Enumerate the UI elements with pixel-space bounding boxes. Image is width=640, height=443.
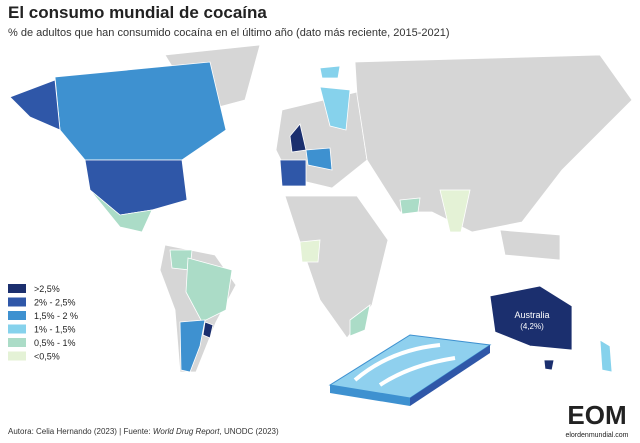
svalbard — [319, 65, 341, 79]
india — [439, 189, 471, 233]
annotation-label: Australia — [514, 310, 549, 320]
legend-swatch — [8, 324, 26, 334]
france-germany — [305, 147, 333, 171]
canada — [54, 61, 227, 161]
legend-label: 2% - 2,5% — [34, 298, 76, 308]
line-1 — [353, 343, 441, 382]
subtitle: % de adultos que han consumido cocaína e… — [8, 27, 450, 39]
legend-label: 1% - 1,5% — [34, 325, 76, 335]
legend-swatch — [8, 338, 26, 347]
west-africa — [299, 239, 321, 263]
legend-swatch — [8, 284, 26, 293]
new-zealand — [599, 339, 613, 373]
footer-source: World Drug Report — [153, 427, 220, 436]
logo: EOM — [567, 400, 626, 430]
line-2 — [378, 356, 456, 387]
legend-label: <0,5% — [34, 352, 60, 362]
spain — [279, 159, 307, 187]
legend-label: 0,5% - 1% — [34, 338, 76, 348]
footer-author: Autora: Celia Hernando (2023) | Fuente: — [8, 427, 153, 436]
asia — [354, 54, 633, 233]
legend-swatch — [8, 351, 26, 361]
footer-suffix: , UNODC (2023) — [220, 427, 279, 436]
footer: Autora: Celia Hernando (2023) | Fuente: … — [8, 427, 279, 436]
alaska — [9, 79, 61, 131]
annotation-value: (4,2%) — [520, 322, 544, 331]
legend: >2,5% 2% - 2,5% 1,5% - 2 % 1% - 1,5% 0,5% - … — [8, 284, 78, 362]
usa — [84, 159, 188, 216]
tasmania — [543, 359, 555, 371]
south-africa — [349, 304, 371, 337]
logo-url: elordenmundial.com — [565, 432, 628, 439]
australia — [489, 285, 573, 351]
tile-side2 — [410, 345, 490, 406]
legend-label: >2,5% — [34, 284, 60, 294]
title: El consumo mundial de cocaína — [8, 3, 267, 22]
iran — [399, 197, 421, 215]
legend-swatch — [8, 311, 26, 320]
brazil — [185, 257, 233, 323]
argentina — [179, 319, 206, 373]
legend-swatch — [8, 297, 26, 307]
uruguay — [202, 321, 214, 339]
africa — [284, 195, 389, 339]
illustration — [328, 334, 492, 406]
mexico — [89, 189, 153, 233]
legend-label: 1,5% - 2 % — [34, 311, 78, 321]
indonesia — [499, 229, 561, 261]
tile-side — [330, 385, 410, 406]
countries — [9, 61, 613, 373]
scandinavia — [319, 86, 351, 131]
